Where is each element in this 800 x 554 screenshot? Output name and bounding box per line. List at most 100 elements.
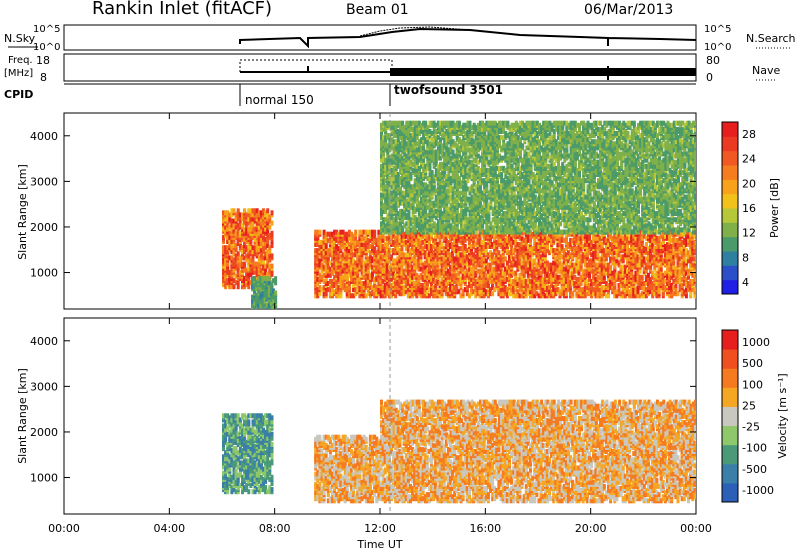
power-cell bbox=[630, 264, 634, 270]
power-cell bbox=[495, 233, 499, 239]
power-cell bbox=[430, 260, 433, 266]
power-cell bbox=[571, 237, 575, 243]
power-cell bbox=[594, 276, 598, 282]
power-cell bbox=[674, 276, 678, 282]
power-cell bbox=[634, 256, 638, 262]
power-cell bbox=[272, 298, 275, 304]
power-cell bbox=[636, 266, 640, 272]
power-cell bbox=[596, 293, 600, 299]
nave-label: Nave bbox=[752, 64, 780, 77]
power-cell bbox=[461, 239, 465, 245]
power-cell bbox=[600, 270, 604, 276]
power-cell bbox=[560, 262, 564, 268]
freq-dense-block bbox=[390, 68, 696, 76]
power-cell bbox=[575, 291, 579, 297]
power-cell bbox=[579, 260, 583, 266]
power-cell bbox=[609, 248, 613, 254]
power-cell bbox=[695, 252, 696, 258]
power-cell bbox=[238, 230, 242, 236]
power-cell bbox=[596, 283, 600, 288]
power-cell bbox=[672, 237, 676, 243]
power-cell bbox=[268, 224, 272, 230]
power-cell bbox=[409, 283, 412, 288]
power-cell bbox=[384, 165, 388, 171]
power-cell bbox=[400, 274, 404, 280]
power-cell bbox=[611, 250, 615, 256]
power-cell bbox=[328, 260, 332, 266]
power-cell bbox=[417, 248, 421, 254]
power-cell bbox=[362, 268, 366, 274]
power-cell bbox=[316, 242, 320, 247]
power-cell bbox=[672, 272, 676, 278]
power-cell bbox=[266, 271, 270, 277]
power-cell bbox=[356, 287, 360, 293]
power-cell bbox=[463, 244, 467, 249]
power-cell bbox=[253, 237, 257, 242]
power-cell bbox=[442, 260, 446, 266]
power-cell bbox=[222, 282, 225, 288]
power-cell bbox=[626, 285, 629, 291]
power-cell bbox=[381, 285, 385, 291]
power-cell bbox=[666, 258, 669, 264]
power-cell bbox=[674, 237, 678, 243]
power-cell bbox=[247, 284, 251, 290]
power-cell bbox=[666, 235, 669, 241]
power-cell bbox=[592, 244, 596, 249]
power-cell bbox=[432, 237, 436, 243]
power-cell bbox=[533, 270, 537, 276]
power-cell bbox=[377, 268, 381, 274]
power-cell bbox=[401, 120, 405, 126]
power-cell bbox=[531, 268, 535, 274]
power-cell bbox=[567, 242, 570, 247]
power-cell bbox=[636, 254, 640, 260]
power-cell bbox=[484, 264, 488, 270]
power-cell bbox=[520, 268, 524, 274]
power-cell bbox=[345, 262, 349, 268]
power-cell bbox=[243, 214, 247, 220]
power-cell bbox=[386, 163, 390, 169]
power-cell bbox=[670, 258, 674, 264]
power-cell bbox=[382, 192, 386, 198]
power-cell bbox=[480, 239, 484, 245]
power-cell bbox=[505, 287, 509, 293]
power-cell bbox=[268, 253, 272, 259]
power-cell bbox=[569, 260, 573, 266]
power-cell bbox=[379, 293, 383, 299]
power-cell bbox=[390, 137, 394, 143]
power-cell bbox=[653, 276, 657, 282]
power-cell bbox=[693, 272, 696, 278]
freq-panel: Freq. [MHz] 18 8 80 0 Nave bbox=[4, 53, 780, 84]
power-cell bbox=[228, 230, 232, 236]
power-cell bbox=[268, 232, 272, 238]
power-cell bbox=[663, 270, 667, 276]
power-cell bbox=[583, 278, 587, 284]
power-cell bbox=[550, 289, 554, 295]
power-cell bbox=[266, 228, 270, 234]
power-cell bbox=[508, 291, 511, 297]
power-cell bbox=[666, 242, 669, 247]
power-cell bbox=[529, 260, 532, 266]
power-cell bbox=[360, 285, 364, 291]
power-cell bbox=[411, 244, 415, 249]
power-cell bbox=[404, 252, 408, 258]
power-cell bbox=[651, 248, 655, 254]
power-cell bbox=[440, 270, 444, 276]
power-cell bbox=[548, 272, 551, 278]
power-cell bbox=[316, 287, 320, 293]
power-cell bbox=[316, 276, 320, 282]
power-cell bbox=[617, 260, 621, 266]
power-cell bbox=[384, 223, 388, 229]
power-cell bbox=[255, 269, 259, 275]
power-cell bbox=[266, 243, 270, 249]
power-cell bbox=[401, 165, 405, 171]
power-cell bbox=[356, 281, 360, 286]
power-cell bbox=[326, 248, 330, 254]
power-cell bbox=[666, 254, 669, 260]
power-cell bbox=[328, 291, 332, 297]
power-cell bbox=[474, 270, 478, 276]
power-cell bbox=[400, 258, 404, 264]
power-cell bbox=[354, 291, 358, 297]
power-cell bbox=[518, 264, 522, 270]
power-cell bbox=[478, 237, 482, 243]
power-cell bbox=[358, 248, 362, 254]
